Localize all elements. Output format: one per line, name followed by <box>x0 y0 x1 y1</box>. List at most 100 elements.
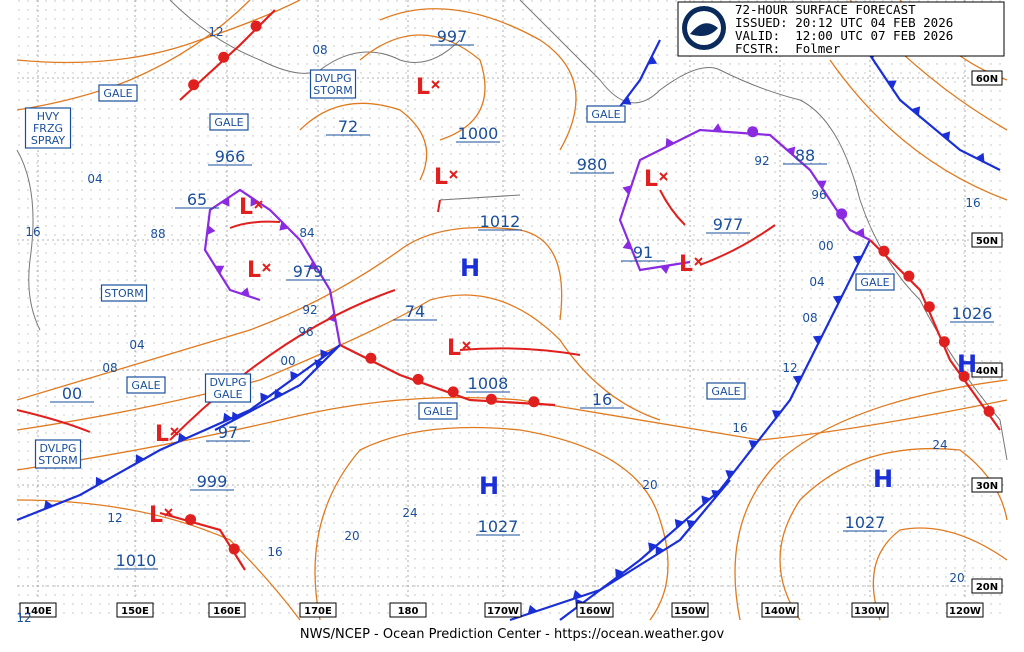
isobar-label: 16 <box>267 545 282 559</box>
front-occl <box>618 128 871 272</box>
pressure-label: 1000 <box>458 124 499 143</box>
longitude-label: 160W <box>579 606 611 617</box>
front-semicircle <box>923 301 935 313</box>
noaa-logo-bird <box>690 23 718 36</box>
front-triangle <box>214 265 225 275</box>
front-semicircle <box>185 514 197 526</box>
fronts <box>16 9 1001 622</box>
longitude-label: 150W <box>674 606 706 617</box>
isobar-label: 08 <box>312 43 327 57</box>
warning-box <box>309 69 357 99</box>
front-warm <box>869 239 1001 431</box>
warning-box <box>418 402 458 420</box>
front-triangle <box>832 295 843 305</box>
front-cold <box>509 479 731 622</box>
pressure-label: 1008 <box>468 374 509 393</box>
pressure-label: 980 <box>577 155 608 174</box>
lon-label-bg <box>671 602 709 618</box>
front-triangle <box>786 146 796 156</box>
warning-text: HVY <box>37 110 60 123</box>
lat-label-bg <box>971 477 1003 493</box>
front-semicircle <box>903 270 915 282</box>
front-triangle <box>647 55 658 65</box>
header-valid: VALID: 12:00 UTC 07 FEB 2026 <box>735 28 953 43</box>
warning-text: GALE <box>103 87 132 100</box>
isobar-label: 00 <box>280 354 295 368</box>
front-triangle <box>655 545 665 556</box>
lon-label-bg <box>116 602 154 618</box>
low-center: L <box>644 167 658 192</box>
front-semicircle <box>447 386 459 398</box>
front-triangle <box>725 470 735 479</box>
front-triangle <box>674 518 684 529</box>
front-triangle <box>279 221 289 231</box>
low-x <box>170 427 179 436</box>
isobar-label: 04 <box>129 338 144 352</box>
isobar-label: 20 <box>344 529 359 543</box>
front-triangle <box>206 225 216 235</box>
low-x <box>659 172 668 181</box>
warning-box <box>100 284 148 302</box>
front-triangle <box>686 519 696 529</box>
low-center: L <box>434 165 448 190</box>
front-triangle <box>572 589 583 600</box>
latitude-label: 60N <box>976 74 998 85</box>
pressure-label: 1012 <box>480 212 521 231</box>
front-triangle <box>231 411 241 422</box>
lon-label-bg <box>761 602 799 618</box>
front-triangle <box>975 152 985 163</box>
front-cold <box>214 344 341 431</box>
front-triangle <box>320 349 330 359</box>
lat-label-bg <box>971 362 1003 378</box>
isobar-label: 88 <box>150 227 165 241</box>
longitude-label: 140W <box>764 606 796 617</box>
warning-box <box>24 107 72 149</box>
pressure-label: 1010 <box>116 551 157 570</box>
latitude-label: 30N <box>976 481 998 492</box>
isobar-label: 24 <box>402 506 417 520</box>
warning-box <box>209 113 249 131</box>
isobar-label: 16 <box>732 421 747 435</box>
low-x <box>694 257 703 266</box>
low-center: L <box>149 503 163 528</box>
map-background <box>17 0 1007 620</box>
isobar-label: 12 <box>16 611 31 625</box>
isobar-label: 20 <box>949 571 964 585</box>
warning-text: GALE <box>591 108 620 121</box>
warning-text: DVLPG <box>314 72 351 85</box>
front-semicircle <box>188 79 200 91</box>
pressure-label: 1027 <box>478 517 519 536</box>
latitude-label: 50N <box>976 236 998 247</box>
front-semicircle <box>958 370 970 382</box>
high-center: H <box>460 254 480 282</box>
front-semicircle <box>747 126 759 138</box>
warning-text: DVLPG <box>209 376 246 389</box>
warning-text: GALE <box>423 405 452 418</box>
front-triangle <box>712 123 723 132</box>
warning-box <box>586 105 626 123</box>
front-triangle <box>852 255 863 265</box>
longitude-label: 160E <box>213 606 241 617</box>
front-semicircle <box>983 405 995 417</box>
pressure-label: 16 <box>592 390 612 409</box>
warning-text: GALE <box>860 276 889 289</box>
warning-text: STORM <box>38 454 78 467</box>
low-x <box>449 170 458 179</box>
front-triangle <box>240 287 250 297</box>
low-x <box>164 508 173 517</box>
lon-label-bg <box>851 602 889 618</box>
latitude-label: 20N <box>976 582 998 593</box>
high-center: H <box>479 472 499 500</box>
front-triangle <box>274 389 284 399</box>
pressure-label: 977 <box>713 215 744 234</box>
header-frame <box>677 1 1005 57</box>
front-triangle <box>260 392 270 403</box>
front-triangle <box>95 476 105 487</box>
front-triangle <box>220 197 230 207</box>
isobar-label: 00 <box>818 239 833 253</box>
front-semicircle <box>218 51 230 63</box>
longitude-label: 170E <box>304 606 332 617</box>
front-triangle <box>660 265 670 274</box>
warning-text: DVLPG <box>39 442 76 455</box>
isobar-label: 12 <box>208 25 223 39</box>
